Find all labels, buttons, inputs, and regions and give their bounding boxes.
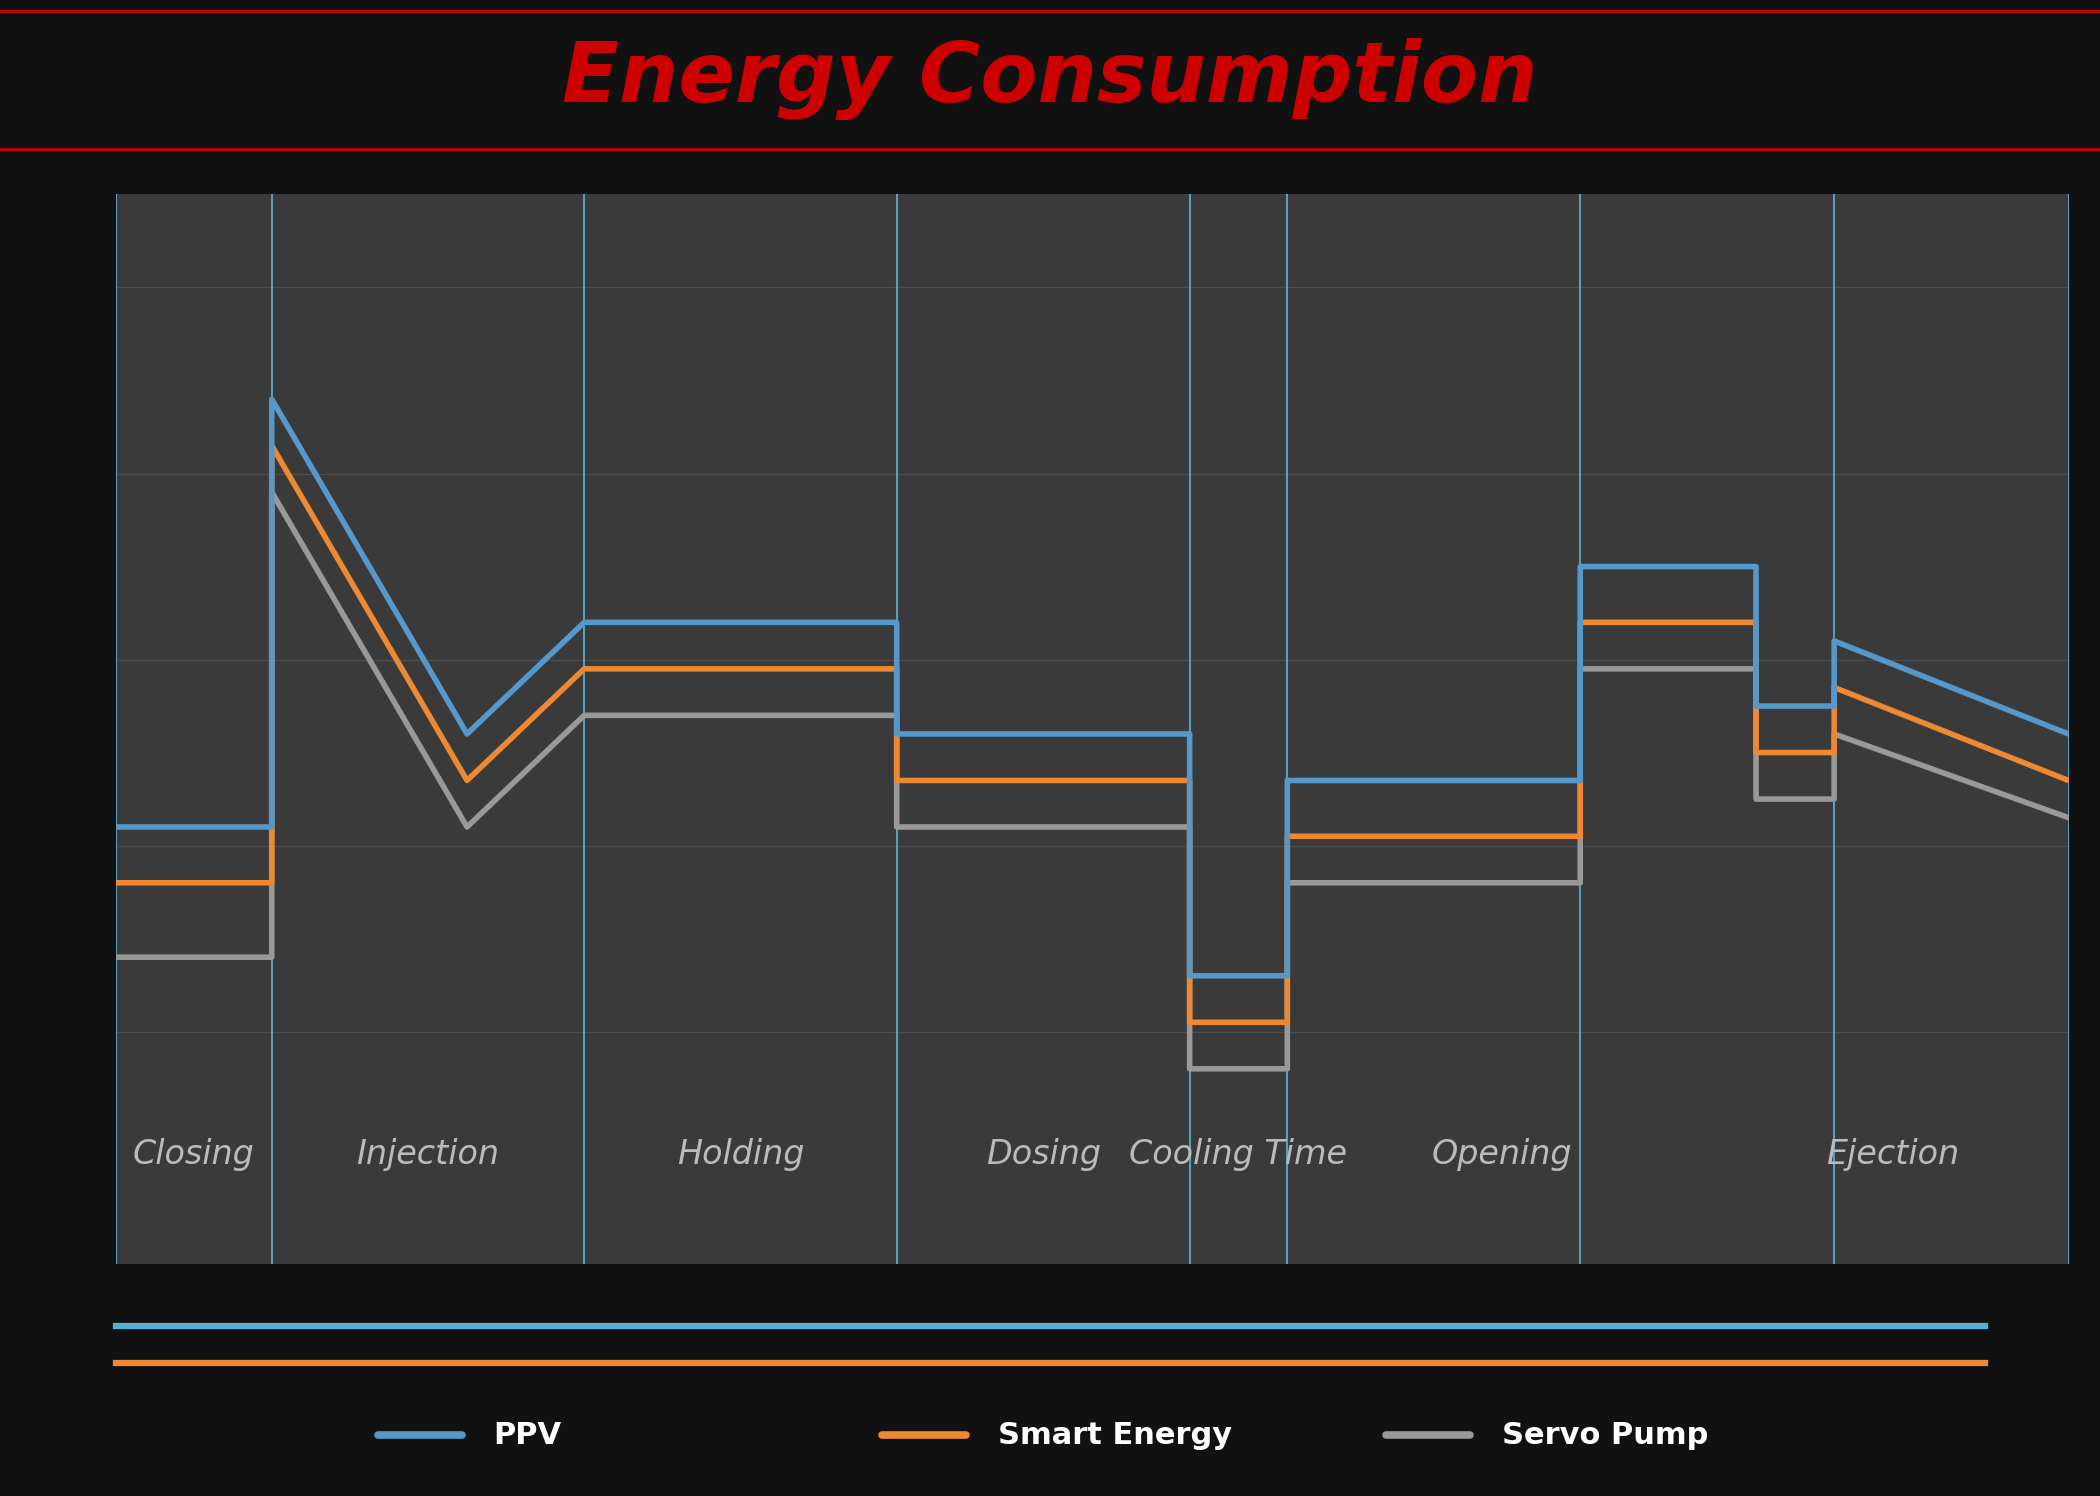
Text: Smart Energy: Smart Energy [998, 1421, 1231, 1450]
Text: Holding: Holding [676, 1138, 804, 1171]
Text: Servo Pump: Servo Pump [1502, 1421, 1707, 1450]
Text: Cooling Time: Cooling Time [1130, 1138, 1348, 1171]
Text: Energy Consumption: Energy Consumption [563, 37, 1537, 120]
Text: PPV: PPV [494, 1421, 561, 1450]
Text: Dosing: Dosing [985, 1138, 1100, 1171]
Text: Closing: Closing [132, 1138, 254, 1171]
Text: Ejection: Ejection [1827, 1138, 1959, 1171]
Text: Injection: Injection [357, 1138, 500, 1171]
Text: Opening: Opening [1432, 1138, 1573, 1171]
